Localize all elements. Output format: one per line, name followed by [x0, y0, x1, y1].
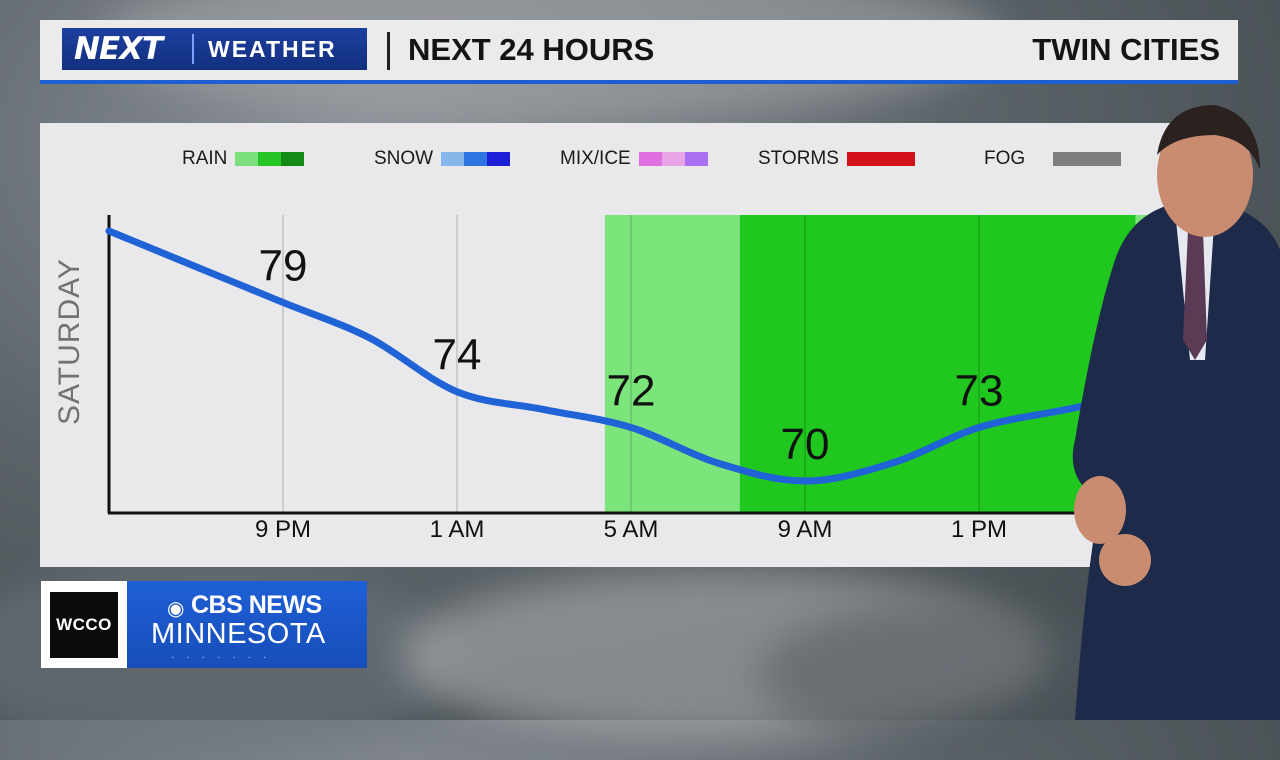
wcco-logo: WCCO	[41, 581, 127, 668]
temperature-value-label: 70	[781, 420, 830, 469]
temperature-value-label: 72	[607, 366, 656, 415]
legend-swatch-cell	[846, 152, 915, 166]
legend-snow: SNOW	[374, 148, 511, 170]
legend-swatch-cell	[487, 152, 511, 166]
header-divider	[387, 32, 390, 70]
legend-rain-swatch	[235, 152, 305, 166]
header-bar: NEXT WEATHER NEXT 24 HOURS TWIN CITIES	[40, 20, 1238, 84]
x-tick-label: 9 AM	[778, 516, 833, 543]
legend-swatch-cell	[235, 152, 259, 166]
station-branding: WCCO ◉ CBS NEWS MINNESOTA ·······	[41, 581, 367, 668]
legend-rain: RAIN	[182, 148, 305, 170]
legend-swatch-cell	[441, 152, 465, 166]
legend-snow-swatch	[441, 152, 511, 166]
legend-fog: FOG	[984, 148, 1122, 170]
precip-band-rain-light	[604, 215, 740, 513]
legend-mixice: MIX/ICE	[560, 148, 708, 170]
legend-fog-swatch	[1053, 152, 1122, 166]
x-tick-label: 1 AM	[430, 516, 485, 543]
temperature-value-label: 73	[955, 366, 1004, 415]
region-name: MINNESOTA	[151, 618, 326, 650]
precip-band-rain-moderate	[739, 215, 1136, 513]
x-tick-label: 9 PM	[255, 516, 311, 543]
legend-mixice-label: MIX/ICE	[560, 148, 631, 169]
page-title: NEXT 24 HOURS	[408, 32, 655, 67]
temperature-chart: 79 74 72 70 73 9 PM 1 AM 5 AM 9 AM 1 PM	[105, 215, 1200, 543]
legend-swatch-cell	[281, 152, 305, 166]
x-tick-label: 5 AM	[604, 516, 659, 543]
logo-next-text: NEXT	[74, 31, 163, 67]
temperature-value-label: 74	[433, 331, 482, 380]
chart-panel: RAIN SNOW MIX/ICE STORMS FOG SATURDAY 79…	[40, 123, 1200, 567]
legend-swatch-cell	[661, 152, 685, 166]
next-weather-logo: NEXT WEATHER	[62, 28, 367, 70]
temperature-line	[105, 227, 1157, 485]
legend-storms: STORMS	[758, 148, 915, 170]
presenter-figure	[1072, 105, 1280, 720]
temperature-value-label: 79	[259, 241, 308, 290]
legend-snow-label: SNOW	[374, 148, 434, 169]
cbs-news-logo: ◉ CBS NEWS MINNESOTA ·······	[127, 581, 367, 668]
logo-weather-text: WEATHER	[192, 34, 337, 64]
x-tick-label: 1 PM	[951, 516, 1007, 543]
legend-swatch-cell	[258, 152, 282, 166]
legend-swatch-cell	[684, 152, 708, 166]
legend-swatch-cell	[638, 152, 662, 166]
legend-storms-label: STORMS	[758, 148, 839, 169]
legend-swatch-cell	[1053, 152, 1122, 166]
legend-fog-label: FOG	[984, 148, 1026, 169]
legend-storms-swatch	[846, 152, 915, 166]
location-label: TWIN CITIES	[1032, 32, 1220, 67]
legend-rain-label: RAIN	[182, 148, 228, 169]
legend-swatch-cell	[464, 152, 488, 166]
cbs-eye-icon: ◉	[167, 598, 185, 620]
call-letters: WCCO	[50, 591, 118, 658]
pager-dots-icon: ·······	[171, 652, 279, 663]
network-name: CBS NEWS	[191, 591, 322, 619]
legend-mixice-swatch	[638, 152, 708, 166]
